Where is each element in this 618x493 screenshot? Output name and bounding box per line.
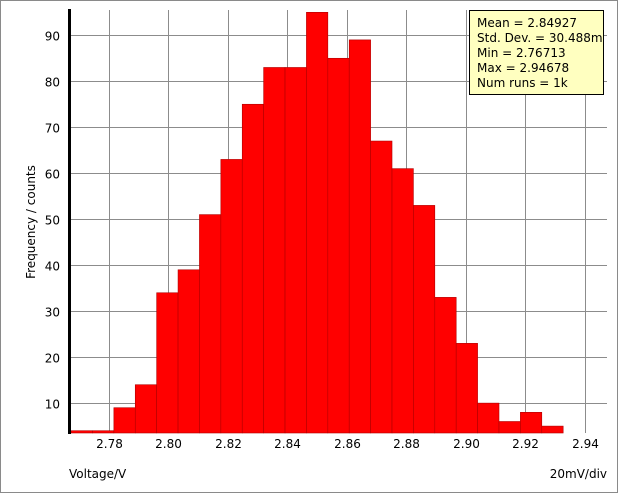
y-tick-label: 90 <box>45 30 60 44</box>
stat-num-runs: Num runs = 1k <box>477 76 568 90</box>
histogram-bar <box>177 269 200 434</box>
y-tick-label: 60 <box>45 168 60 182</box>
x-tick-label: 2.86 <box>334 437 361 451</box>
y-tick-label: 10 <box>45 398 60 412</box>
y-tick-label: 20 <box>45 352 60 366</box>
histogram-bar <box>370 140 393 434</box>
tick-labels: 2.78 2.80 2.82 2.84 2.86 2.88 2.90 2.92 2.94 10 20… <box>45 30 599 452</box>
histogram-bar <box>498 421 521 434</box>
histogram-bar <box>413 205 436 434</box>
histogram-bar <box>70 430 93 434</box>
histogram-bar <box>541 425 564 434</box>
histogram-bar <box>156 292 179 434</box>
histogram-bar <box>306 11 329 434</box>
stat-min: Min = 2.76713 <box>477 46 566 60</box>
histogram-bar <box>284 67 307 434</box>
histogram-bar <box>220 159 243 434</box>
histogram-bar <box>520 412 543 434</box>
histogram-bar <box>327 57 350 434</box>
y-axis-label: Frequency / counts <box>24 165 38 279</box>
bars <box>70 11 564 434</box>
y-tick-label: 80 <box>45 76 60 90</box>
y-tick-label: 50 <box>45 214 60 228</box>
x-scale-label: 20mV/div <box>550 467 607 481</box>
x-tick-label: 2.80 <box>155 437 182 451</box>
x-tick-label: 2.92 <box>512 437 539 451</box>
histogram-bar <box>134 384 157 434</box>
y-tick-label: 30 <box>45 306 60 320</box>
x-tick-label: 2.94 <box>572 437 599 451</box>
x-tick-label: 2.88 <box>393 437 420 451</box>
stat-max: Max = 2.94678 <box>477 61 570 75</box>
histogram-bar <box>199 214 222 434</box>
histogram-bar <box>455 343 478 434</box>
x-tick-label: 2.84 <box>274 437 301 451</box>
x-tick-label: 2.78 <box>96 437 123 451</box>
histogram-bar <box>241 103 264 434</box>
y-tick-label: 40 <box>45 260 60 274</box>
histogram-bar <box>263 67 286 434</box>
x-axis-label: Voltage/V <box>69 467 127 481</box>
histogram-bar <box>434 297 457 434</box>
histogram-bar <box>477 402 500 434</box>
histogram-bar <box>348 39 371 434</box>
stat-mean: Mean = 2.84927 <box>477 16 578 30</box>
x-tick-label: 2.90 <box>453 437 480 451</box>
histogram-bar <box>92 430 115 434</box>
histogram-bar <box>391 168 414 434</box>
x-tick-label: 2.82 <box>215 437 242 451</box>
y-tick-label: 70 <box>45 122 60 136</box>
statistics-box: Mean = 2.84927 Std. Dev. = 30.488m Min =… <box>469 10 604 95</box>
histogram-bar <box>113 407 136 434</box>
stat-std-dev: Std. Dev. = 30.488m <box>477 31 603 45</box>
